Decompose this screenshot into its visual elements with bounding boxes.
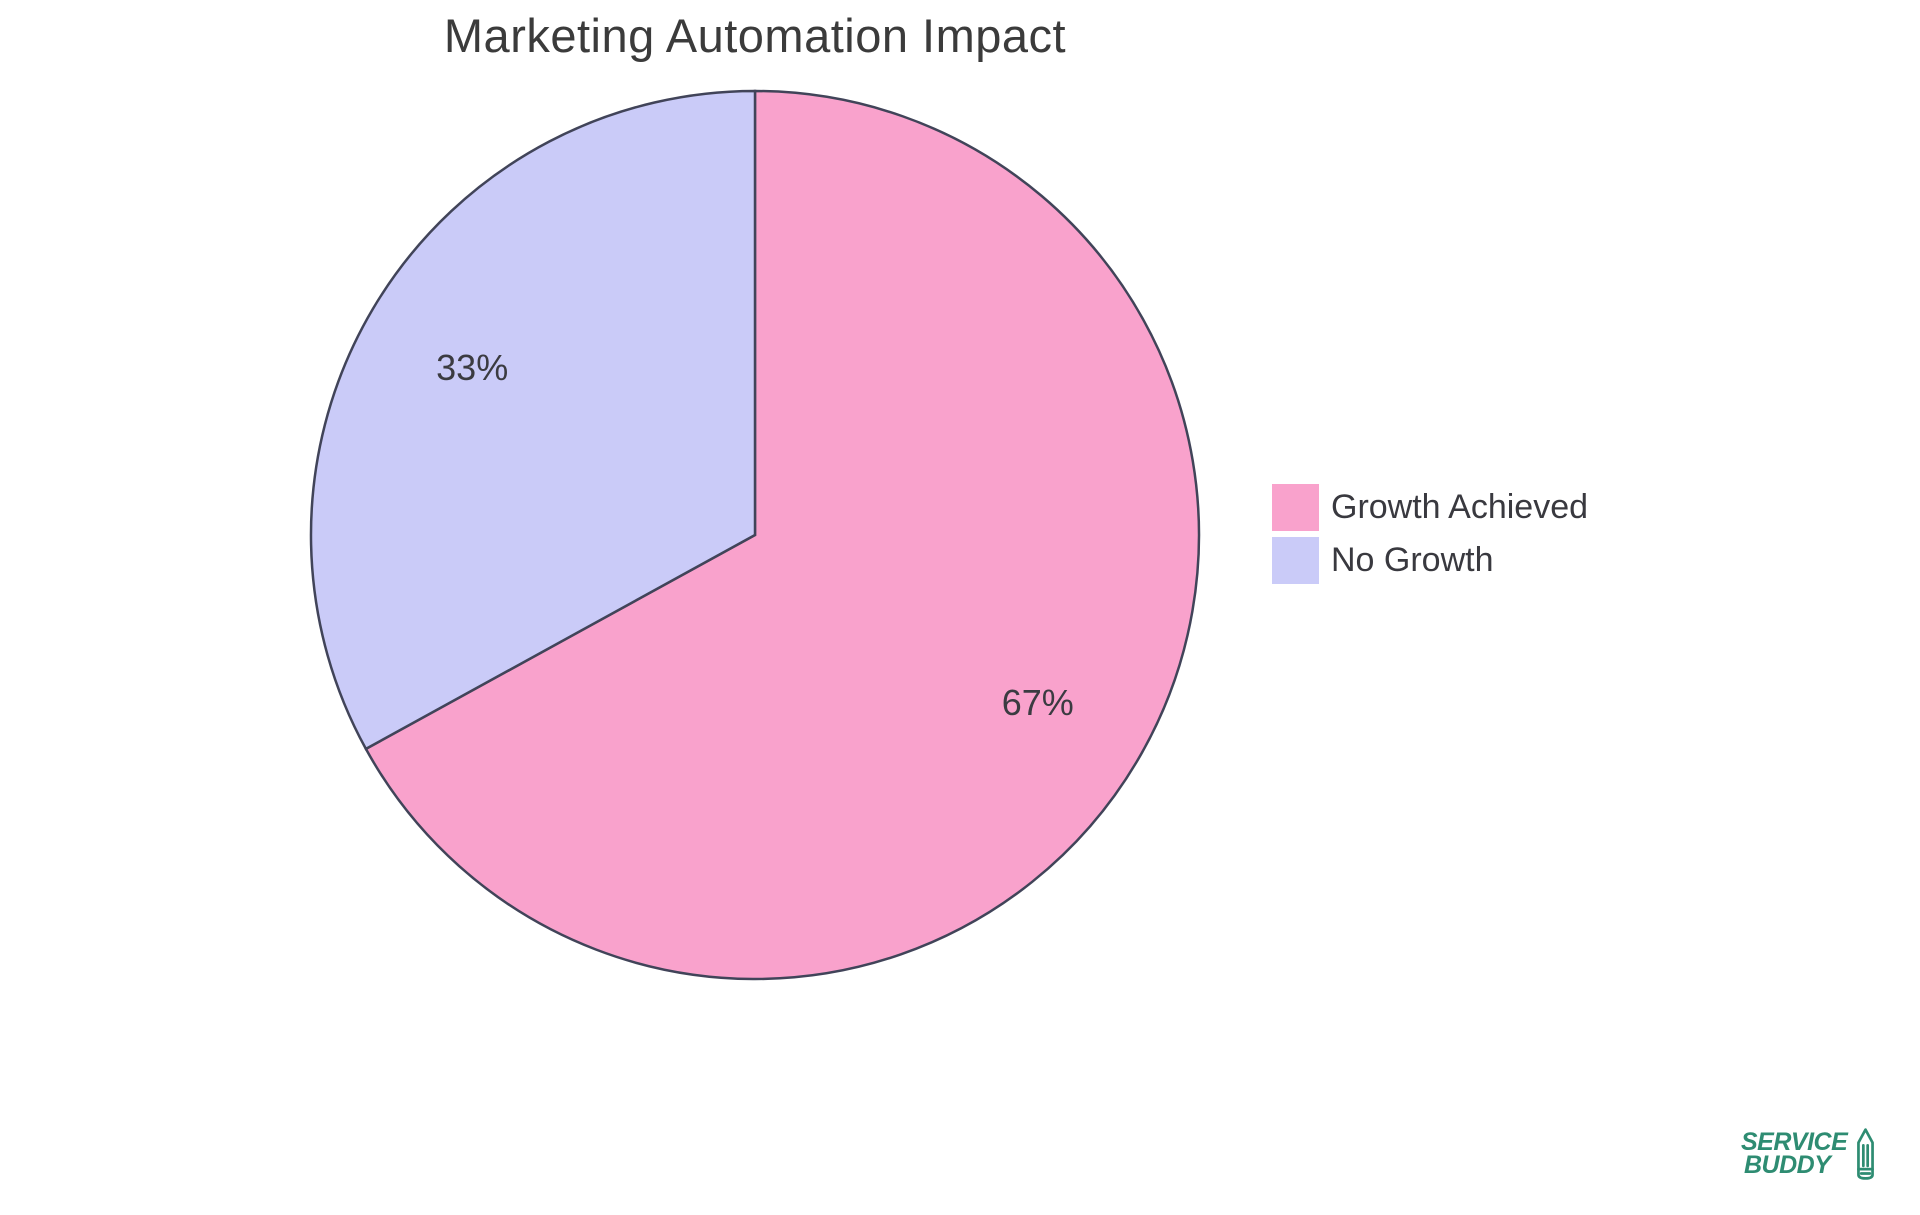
logo-text: SERVICE BUDDY bbox=[1741, 1127, 1848, 1179]
servicebuddy-logo: SERVICE BUDDY bbox=[1741, 1128, 1875, 1180]
legend: Growth Achieved No Growth bbox=[1272, 484, 1588, 584]
legend-label: Growth Achieved bbox=[1331, 488, 1589, 526]
pie-slice-0 bbox=[364, 89, 1201, 981]
logo-line2: BUDDY bbox=[1744, 1151, 1831, 1179]
pie-slice-1 bbox=[309, 89, 757, 751]
pencil-icon bbox=[1857, 1128, 1875, 1180]
logo-line1: SERVICE bbox=[1741, 1127, 1848, 1156]
legend-label: No Growth bbox=[1331, 541, 1494, 579]
slice-label-1: 33% bbox=[436, 347, 508, 388]
chart-title: Marketing Automation Impact bbox=[443, 9, 1067, 62]
legend-item: No Growth bbox=[1272, 537, 1588, 584]
slice-label-0: 67% bbox=[1002, 682, 1074, 723]
legend-item: Growth Achieved bbox=[1272, 484, 1588, 531]
legend-swatch bbox=[1272, 537, 1319, 584]
legend-swatch bbox=[1272, 484, 1319, 531]
